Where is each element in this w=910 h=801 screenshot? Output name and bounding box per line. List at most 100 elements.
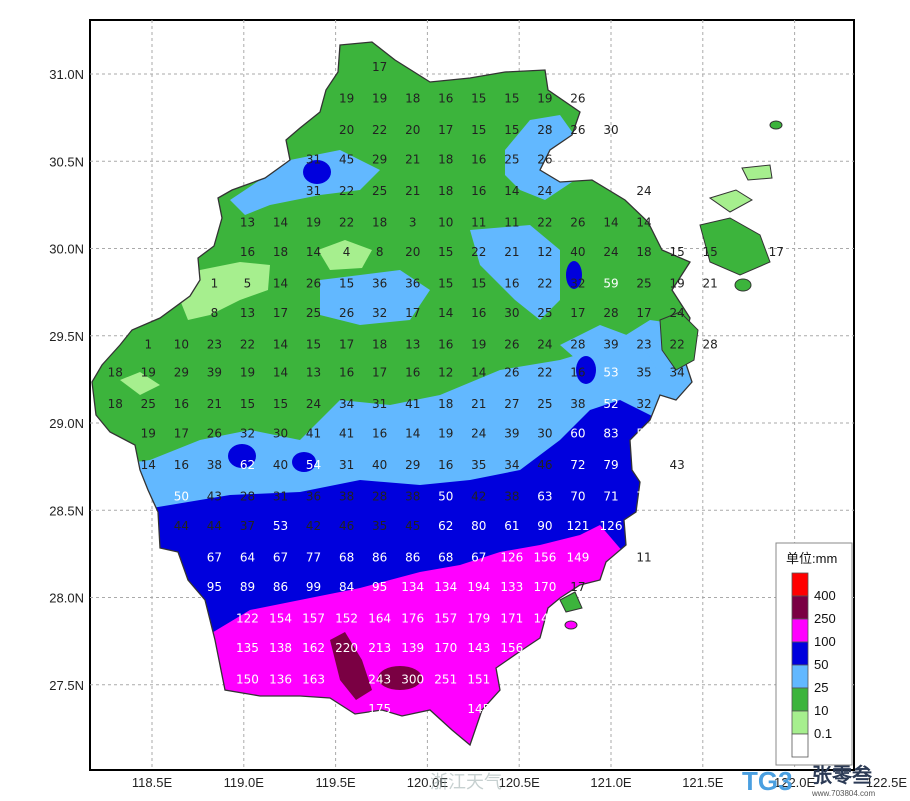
rainfall-value: 18	[108, 397, 123, 411]
rainfall-value: 18	[405, 91, 420, 105]
rainfall-value: 14	[438, 306, 453, 320]
band-darkred-2	[378, 666, 422, 690]
rainfall-value: 151	[467, 673, 490, 687]
lon-tick-label: 119.0E	[224, 775, 265, 790]
rainfall-value: 16	[174, 458, 189, 472]
legend-swatch	[791, 664, 809, 689]
rainfall-value: 19	[306, 215, 321, 229]
rainfall-value: 17	[405, 306, 420, 320]
rainfall-value: 14	[273, 215, 288, 229]
lon-tick-label: 121.5E	[682, 775, 724, 790]
rainfall-value: 126	[500, 550, 523, 564]
rainfall-value: 17	[372, 60, 387, 74]
rainfall-value: 194	[467, 580, 490, 594]
rainfall-value: 36	[306, 489, 321, 503]
rainfall-value: 16	[570, 365, 585, 379]
rainfall-value: 99	[306, 580, 321, 594]
legend-label: 10	[814, 703, 828, 718]
rainfall-value: 76	[669, 519, 684, 533]
rainfall-value: 16	[471, 153, 486, 167]
rainfall-value: 70	[570, 489, 585, 503]
rainfall-value: 18	[108, 365, 123, 379]
rainfall-value: 12	[438, 365, 453, 379]
rainfall-value: 154	[269, 611, 292, 625]
rainfall-value: 27	[504, 397, 519, 411]
rainfall-value: 95	[207, 580, 222, 594]
lat-tick-label: 27.5N	[49, 678, 84, 693]
rainfall-value: 164	[368, 611, 391, 625]
rainfall-value: 179	[467, 611, 490, 625]
rainfall-value: 28	[603, 306, 618, 320]
rainfall-value: 17	[636, 306, 651, 320]
rainfall-value: 20	[405, 245, 420, 259]
lon-tick-label: 122.0E	[774, 775, 816, 790]
weibo-watermark: 浙江天气	[430, 772, 502, 792]
rainfall-value: 63	[537, 489, 552, 503]
legend-swatch	[791, 641, 809, 666]
rainfall-value: 14	[273, 365, 288, 379]
rainfall-value: 22	[471, 245, 486, 259]
rainfall-value: 80	[471, 519, 486, 533]
rainfall-value: 28	[537, 123, 552, 137]
rainfall-value: 14	[504, 184, 519, 198]
rainfall-value: 122	[236, 611, 259, 625]
rainfall-value: 40	[273, 458, 288, 472]
rainfall-value: 11	[504, 215, 519, 229]
band-lightblue-mid	[320, 270, 430, 325]
band-lightgreen-north	[120, 372, 160, 395]
rainfall-value: 15	[471, 91, 486, 105]
legend-label: 25	[814, 680, 828, 695]
rainfall-value: 31	[339, 458, 354, 472]
rainfall-value: 156	[533, 550, 556, 564]
rainfall-value: 35	[636, 365, 651, 379]
rainfall-value: 21	[703, 276, 718, 290]
rainfall-value: 171	[500, 611, 523, 625]
rainfall-value: 44	[207, 519, 222, 533]
rainfall-value: 26	[306, 276, 321, 290]
rainfall-value: 34	[339, 397, 354, 411]
rainfall-value: 21	[207, 397, 222, 411]
rainfall-value: 16	[174, 397, 189, 411]
rainfall-value: 41	[339, 426, 354, 440]
rainfall-value: 136	[269, 673, 292, 687]
rainfall-value: 15	[438, 245, 453, 259]
rainfall-value: 25	[537, 397, 552, 411]
legend-swatch	[791, 710, 809, 735]
rainfall-value: 77	[306, 550, 321, 564]
rainfall-value: 24	[603, 245, 618, 259]
rainfall-value: 14	[141, 458, 156, 472]
band-darkred-1	[330, 632, 372, 700]
brand-name: 张零叁	[812, 763, 873, 787]
rainfall-value: 25	[504, 153, 519, 167]
rainfall-value: 19	[339, 91, 354, 105]
lon-tick-label: 120.5E	[499, 775, 541, 790]
rainfall-value: 25	[636, 276, 651, 290]
rainfall-value: 15	[669, 245, 684, 259]
rainfall-value: 42	[306, 519, 321, 533]
band-blue-spot1	[228, 444, 256, 468]
rainfall-value: 3	[409, 215, 417, 229]
lat-tick-label: 30.5N	[49, 154, 84, 169]
rainfall-value: 13	[240, 306, 255, 320]
rainfall-value: 83	[603, 426, 618, 440]
rainfall-value: 24	[537, 337, 552, 351]
rainfall-value: 30	[504, 306, 519, 320]
rainfall-value: 19	[372, 91, 387, 105]
rainfall-value: 51	[636, 426, 651, 440]
legend-swatch	[791, 733, 809, 758]
rainfall-value: 44	[174, 519, 189, 533]
rainfall-value: 29	[372, 153, 387, 167]
lat-tick-label: 28.5N	[49, 503, 84, 518]
rainfall-value: 1	[145, 337, 153, 351]
rainfall-value: 26	[570, 215, 585, 229]
zhoushan-islands	[559, 120, 783, 630]
band-lightgreen-west	[180, 262, 270, 320]
legend-label: 0.1	[814, 726, 832, 741]
rainfall-value: 17	[438, 123, 453, 137]
rainfall-value: 26	[207, 426, 222, 440]
rainfall-value: 25	[306, 306, 321, 320]
rainfall-value: 50	[174, 489, 189, 503]
rainfall-value: 22	[537, 215, 552, 229]
band-blue-spot3	[576, 356, 596, 384]
rainfall-value: 143	[467, 641, 490, 655]
